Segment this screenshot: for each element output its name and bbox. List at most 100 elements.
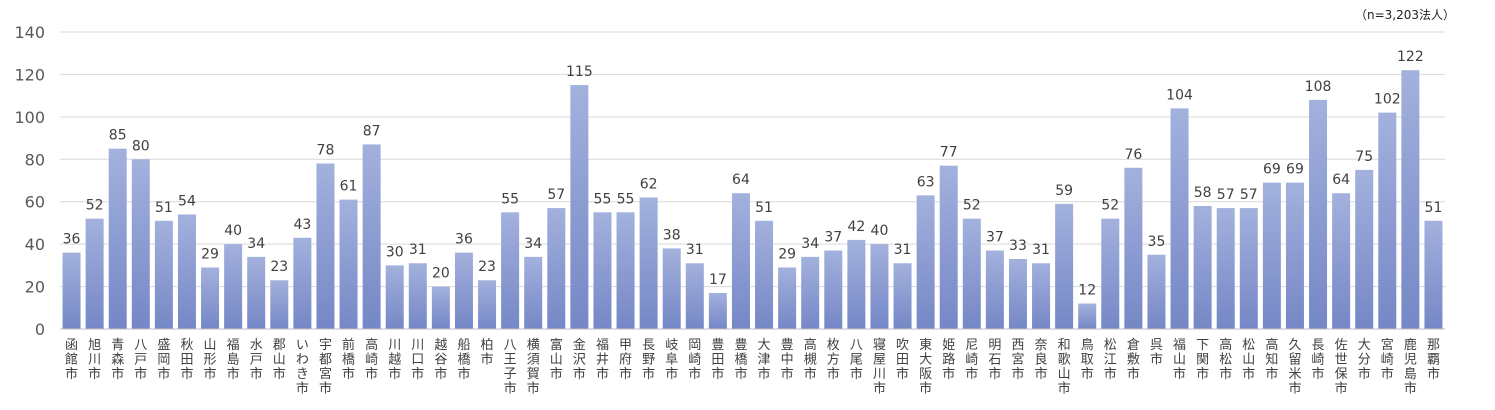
x-tick-label: 川口市川口市 — [411, 338, 424, 382]
bar — [362, 144, 381, 329]
bar — [685, 263, 704, 329]
x-tick-char: 中 — [781, 353, 794, 368]
x-tick-char: 市 — [1127, 366, 1140, 382]
data-label: 36 — [63, 232, 81, 248]
y-tick-label: 140 — [14, 23, 45, 42]
x-tick-char: 市 — [157, 366, 170, 382]
x-tick-char: 船 — [457, 338, 470, 353]
x-tick-char: わ — [296, 353, 309, 368]
data-label: 57 — [1217, 187, 1235, 203]
x-tick-char: 越 — [434, 338, 447, 353]
x-tick-label: 寝屋川市寝屋川市 — [873, 337, 886, 397]
x-tick-char: 関 — [1196, 353, 1209, 368]
x-tick-char: 市 — [65, 366, 78, 382]
data-label: 31 — [894, 242, 912, 258]
x-tick-label: 秋田市秋田市 — [180, 338, 193, 382]
data-label: 51 — [1425, 200, 1443, 216]
x-tick-char: 豊 — [781, 338, 794, 353]
data-label: 52 — [963, 198, 981, 214]
x-tick-label: 盛岡市盛岡市 — [157, 338, 170, 382]
x-tick-char: 市 — [734, 366, 747, 382]
bar — [893, 263, 912, 329]
x-tick-char: 市 — [711, 366, 724, 382]
x-tick-char: 市 — [250, 366, 263, 382]
x-tick-label: 鹿児島市鹿児島市 — [1404, 337, 1417, 397]
x-tick-char: 市 — [180, 366, 193, 382]
x-tick-label: 西宮市西宮市 — [1011, 338, 1024, 382]
x-tick-char: 歌 — [1058, 353, 1071, 368]
x-tick-char: 市 — [827, 366, 840, 382]
x-tick-char: 甲 — [619, 338, 632, 353]
x-tick-char: 市 — [1427, 366, 1440, 382]
data-label: 102 — [1374, 92, 1401, 108]
x-tick-char: 市 — [504, 381, 517, 397]
bar — [916, 195, 935, 329]
x-tick-label: 岐阜市岐阜市 — [665, 338, 678, 382]
x-tick-char: 市 — [388, 366, 401, 382]
x-tick-char: 阪 — [919, 367, 932, 382]
bar — [570, 85, 589, 330]
bar — [778, 267, 797, 329]
x-tick-char: 松 — [1104, 338, 1117, 353]
x-tick-char: 大 — [758, 338, 771, 353]
x-tick-char: 尼 — [965, 338, 978, 353]
x-tick-label: 久留米市久留米市 — [1288, 338, 1301, 397]
x-tick-char: 市 — [204, 366, 217, 382]
x-tick-label: 福山市福山市 — [1173, 338, 1186, 382]
x-tick-label: 尼崎市尼崎市 — [965, 338, 978, 382]
data-label: 55 — [617, 191, 635, 207]
x-tick-char: 大 — [1358, 338, 1371, 353]
x-tick-label: 柏市柏市 — [481, 338, 494, 368]
x-tick-char: 宇 — [319, 338, 332, 353]
data-label: 33 — [1009, 238, 1027, 254]
x-tick-char: 尾 — [850, 353, 863, 368]
x-tick-char: 戸 — [134, 353, 147, 368]
x-tick-char: 市 — [1150, 352, 1163, 368]
x-tick-label: 八王子市八王子市 — [504, 338, 517, 397]
bar — [1193, 205, 1212, 329]
x-tick-char: 王 — [504, 353, 517, 368]
data-label: 104 — [1166, 87, 1193, 103]
data-label: 75 — [1355, 149, 1373, 165]
x-tick-char: 市 — [1404, 381, 1417, 397]
x-tick-char: 岡 — [157, 353, 170, 368]
x-tick-label: 姫路市姫路市 — [942, 338, 955, 382]
x-tick-char: 市 — [319, 381, 332, 397]
x-tick-char: 須 — [527, 353, 540, 368]
x-tick-label: 前橋市前橋市 — [342, 337, 355, 382]
x-tick-char: 崎 — [965, 353, 978, 368]
x-tick-char: 市 — [1242, 366, 1255, 382]
x-tick-label: 那覇市那覇市 — [1427, 338, 1440, 382]
bar — [62, 252, 81, 329]
x-tick-char: 下 — [1196, 338, 1209, 353]
x-tick-label: 枚方市枚方市 — [827, 338, 840, 382]
x-tick-char: 市 — [850, 366, 863, 382]
x-tick-char: 沢 — [573, 353, 586, 368]
data-label: 40 — [871, 223, 889, 239]
data-label: 115 — [566, 64, 593, 80]
x-tick-char: 八 — [504, 338, 517, 353]
x-tick-char: 橋 — [342, 353, 355, 368]
x-tick-char: 市 — [758, 366, 771, 382]
bar — [985, 250, 1004, 329]
bar — [639, 197, 658, 329]
bar — [547, 208, 566, 329]
x-tick-label: 長野市長野市 — [642, 338, 655, 382]
bar — [1101, 218, 1120, 329]
x-tick-char: 阜 — [665, 352, 678, 368]
x-tick-char: 和 — [1058, 338, 1071, 353]
x-tick-char: 島 — [1404, 367, 1417, 382]
x-tick-char: 市 — [1219, 366, 1232, 382]
data-label: 17 — [709, 272, 727, 288]
bar — [824, 250, 843, 329]
data-label: 23 — [270, 259, 288, 275]
bar — [731, 193, 750, 329]
x-tick-char: 市 — [919, 381, 932, 397]
x-tick-char: 高 — [365, 337, 378, 353]
x-tick-label: 宮崎市宮崎市 — [1381, 337, 1394, 382]
bar — [201, 267, 220, 329]
x-tick-char: 石 — [988, 353, 1001, 368]
x-tick-char: 山 — [273, 353, 286, 368]
data-label: 59 — [1055, 183, 1073, 199]
bar — [1285, 182, 1304, 329]
